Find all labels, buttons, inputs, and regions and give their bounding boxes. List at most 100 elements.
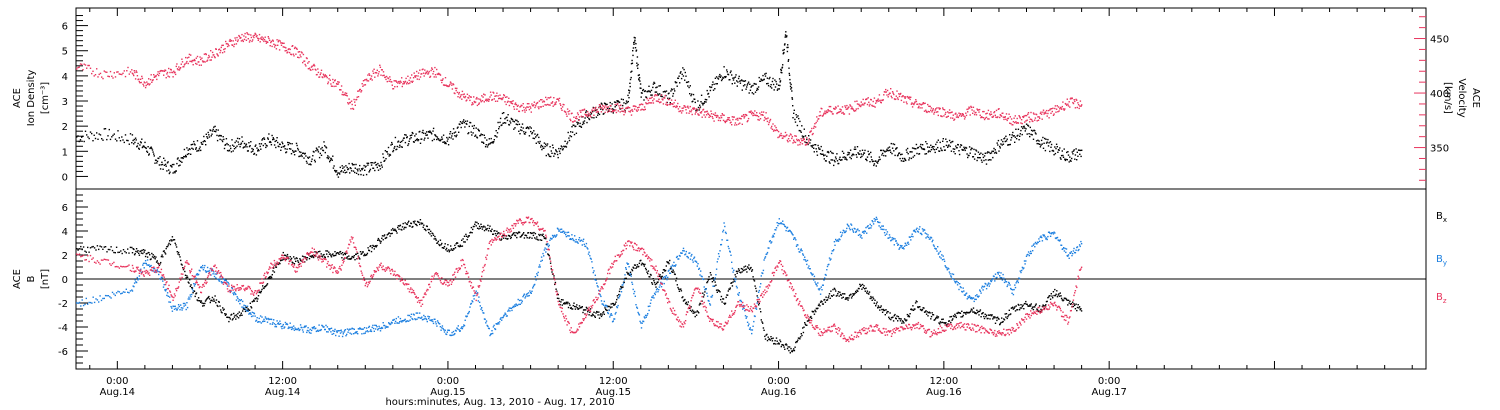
density-series-point (968, 154, 970, 157)
density-series-point (659, 85, 661, 87)
velocity-series-point (221, 44, 223, 47)
bx-series-point (149, 254, 151, 256)
bx-series-point (992, 318, 994, 320)
velocity-series-point (1030, 118, 1033, 121)
bx-series-point (146, 256, 149, 258)
velocity-series-point (163, 70, 166, 72)
bx-series-point (855, 290, 857, 293)
velocity-series-point (298, 56, 300, 59)
bx-series-point (783, 346, 785, 348)
bx-series-point (828, 293, 831, 295)
velocity-series-point (1004, 116, 1006, 118)
bx-series-point (339, 250, 342, 253)
velocity-series-point (184, 63, 186, 65)
by-series-point (172, 305, 174, 307)
density-series-point (766, 83, 768, 85)
density-series-point (742, 80, 744, 82)
bx-series-point (266, 283, 269, 285)
bx-series-point (569, 304, 571, 306)
density-series-point (1064, 158, 1066, 160)
velocity-series-point (210, 50, 212, 52)
density-series-point (216, 134, 218, 137)
velocity-series-point (419, 76, 422, 78)
by-series-point (233, 293, 235, 296)
velocity-series-point (403, 82, 405, 85)
density-series-point (344, 169, 346, 171)
density-series-point (541, 148, 543, 151)
velocity-series-point (672, 105, 675, 108)
density-series-point (787, 46, 789, 49)
density-series-point (592, 106, 594, 109)
density-series-point (714, 77, 717, 79)
bx-series-point (1026, 303, 1028, 306)
by-series-point (227, 281, 229, 284)
density-series-point (81, 136, 83, 138)
density-series-point (295, 150, 297, 152)
bx-series-point (684, 298, 686, 301)
velocity-series-point (840, 109, 842, 111)
velocity-series-point (451, 84, 453, 86)
by-series-point (89, 301, 92, 304)
density-series-point (838, 162, 840, 165)
density-series-point (133, 143, 135, 145)
velocity-series-point (841, 106, 844, 108)
density-series-point (501, 124, 503, 126)
bx-series-point (1067, 304, 1069, 306)
density-series-point (707, 92, 710, 95)
density-series-point (182, 157, 184, 160)
density-series-point (302, 152, 305, 154)
density-series-point (319, 152, 321, 155)
bx-series-point (595, 312, 597, 314)
density-series-point (764, 73, 766, 75)
bx-series-point (894, 313, 896, 316)
density-series-point (768, 78, 770, 80)
velocity-series-point (209, 59, 211, 61)
bx-series-point (929, 312, 931, 314)
velocity-series-point (445, 84, 447, 86)
velocity-series-point (667, 104, 669, 106)
velocity-series-point (210, 59, 212, 61)
bx-series-point (702, 296, 705, 298)
bx-series-point (536, 236, 538, 238)
density-series-point (339, 166, 341, 169)
velocity-series-point (292, 45, 294, 47)
bx-series-point (217, 300, 220, 303)
bx-series-point (452, 249, 454, 251)
velocity-series-point (807, 142, 809, 144)
bx-series-point (303, 256, 305, 258)
bx-series-point (434, 238, 437, 240)
velocity-series-point (430, 69, 432, 72)
velocity-series-point (412, 80, 414, 82)
by-series-point (161, 277, 163, 279)
velocity-series-point (523, 106, 525, 109)
by-series-point (180, 307, 183, 309)
bx-series-point (644, 267, 647, 270)
by-series-point (301, 326, 303, 329)
velocity-series-point (501, 98, 504, 100)
density-series-point (698, 109, 700, 111)
bx-series-point (1058, 293, 1060, 295)
density-series-point (138, 148, 140, 150)
density-series-point (356, 168, 358, 170)
velocity-series-point (847, 107, 849, 109)
velocity-series-point (553, 104, 556, 106)
velocity-series-point (377, 75, 379, 77)
by-series-point (203, 267, 205, 269)
density-series-point (798, 117, 800, 120)
density-series-point (223, 138, 225, 141)
density-series-point (897, 154, 899, 156)
velocity-series-point (352, 108, 355, 110)
bx-series-point (269, 277, 271, 279)
bx-series-point (403, 226, 406, 229)
velocity-series-point (908, 97, 910, 99)
density-series-point (697, 100, 699, 102)
density-series-point (672, 92, 675, 95)
velocity-series-point (770, 127, 772, 129)
velocity-series-point (248, 41, 251, 43)
density-series-point (189, 148, 191, 151)
density-series-point (360, 168, 363, 170)
density-series-point (581, 123, 584, 126)
bx-series-point (171, 236, 174, 238)
velocity-series-point (779, 134, 782, 137)
velocity-series-point (643, 109, 645, 111)
